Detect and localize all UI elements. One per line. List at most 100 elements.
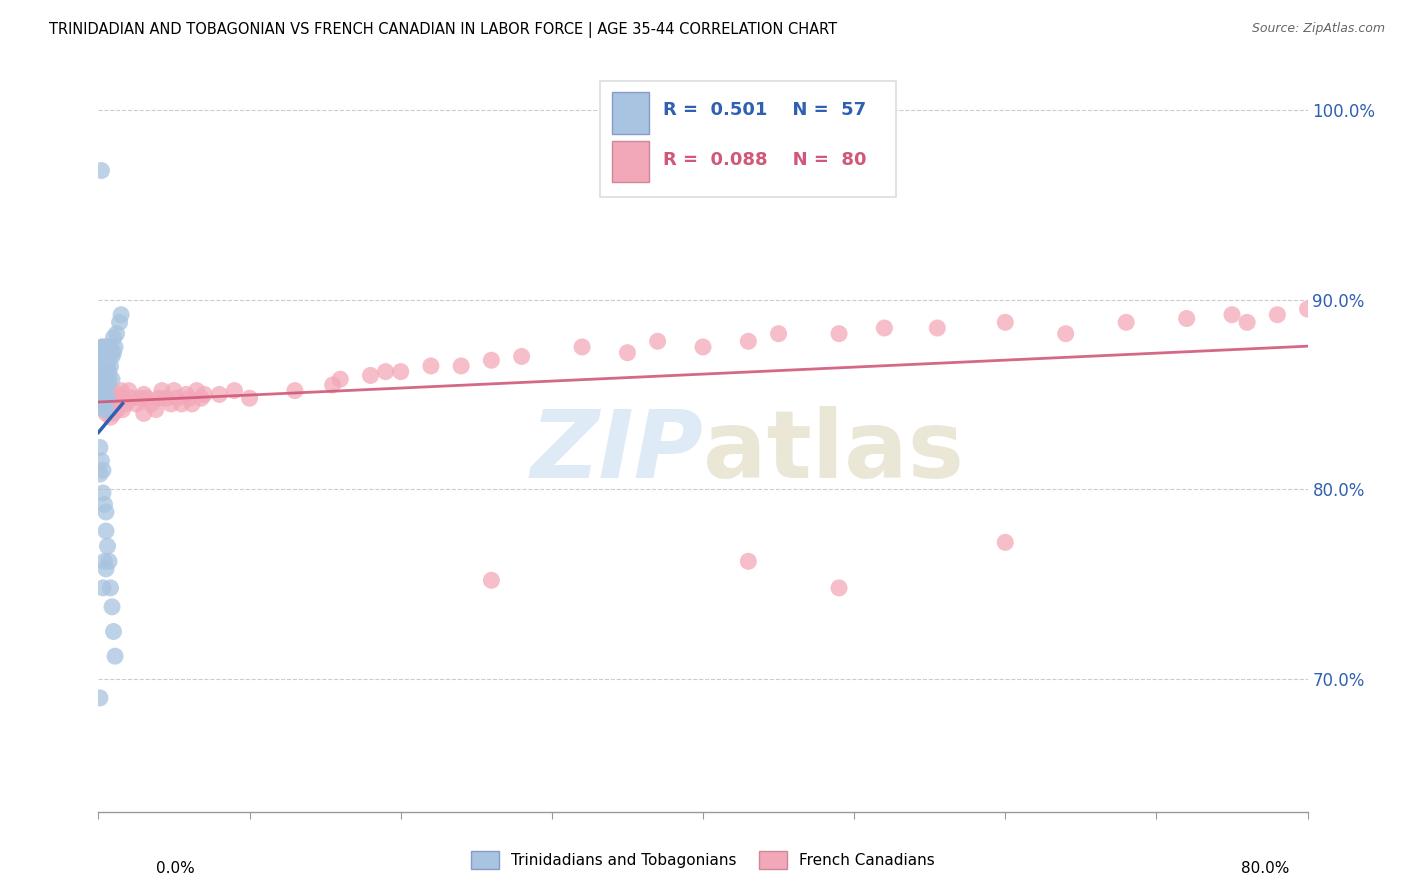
Point	[91, 368, 114, 383]
Point	[94, 391, 117, 405]
Point	[101, 350, 124, 364]
FancyBboxPatch shape	[613, 141, 648, 182]
Point	[91, 486, 114, 500]
Point	[616, 345, 638, 359]
Point	[105, 402, 128, 417]
Point	[93, 397, 115, 411]
Point	[105, 326, 128, 341]
Point	[98, 378, 121, 392]
Legend: Trinidadians and Tobagonians, French Canadians: Trinidadians and Tobagonians, French Can…	[465, 845, 941, 875]
Text: R =  0.088    N =  80: R = 0.088 N = 80	[664, 151, 866, 169]
Point	[994, 315, 1017, 329]
Point	[148, 391, 170, 405]
Text: TRINIDADIAN AND TOBAGONIAN VS FRENCH CANADIAN IN LABOR FORCE | AGE 35-44 CORRELA: TRINIDADIAN AND TOBAGONIAN VS FRENCH CAN…	[49, 22, 838, 38]
Point	[93, 359, 115, 373]
Point	[94, 365, 117, 379]
Point	[100, 391, 122, 405]
Point	[389, 365, 412, 379]
Point	[647, 334, 669, 349]
Point	[104, 340, 127, 354]
Point	[91, 581, 114, 595]
Point	[90, 384, 112, 398]
Point	[98, 554, 121, 568]
Point	[90, 163, 112, 178]
Text: 80.0%: 80.0%	[1241, 861, 1289, 876]
Point	[98, 372, 121, 386]
Point	[450, 359, 472, 373]
Point	[873, 321, 896, 335]
Point	[112, 391, 135, 405]
Point	[360, 368, 382, 383]
Point	[994, 535, 1017, 549]
Point	[170, 397, 193, 411]
Point	[737, 554, 759, 568]
Point	[103, 330, 125, 344]
Point	[91, 463, 114, 477]
Point	[125, 397, 148, 411]
Point	[101, 397, 124, 411]
Point	[190, 391, 212, 405]
Point	[163, 384, 186, 398]
Point	[103, 391, 125, 405]
Point	[1236, 315, 1258, 329]
Point	[90, 391, 112, 405]
Point	[145, 402, 167, 417]
Point	[160, 397, 183, 411]
Point	[96, 372, 118, 386]
Point	[94, 524, 117, 538]
Point	[96, 391, 118, 405]
FancyBboxPatch shape	[600, 81, 897, 197]
Point	[89, 350, 111, 364]
Point	[103, 345, 125, 359]
Point	[89, 378, 111, 392]
Point	[89, 467, 111, 481]
Point	[94, 402, 117, 417]
Point	[108, 315, 131, 329]
Point	[111, 402, 134, 417]
Point	[94, 397, 117, 411]
Point	[89, 690, 111, 705]
Point	[100, 359, 122, 373]
Point	[193, 387, 215, 401]
Point	[132, 387, 155, 401]
Point	[90, 365, 112, 379]
Point	[510, 350, 533, 364]
Point	[129, 391, 152, 405]
Point	[110, 308, 132, 322]
Text: 0.0%: 0.0%	[156, 861, 195, 876]
Point	[91, 340, 114, 354]
Point	[91, 397, 114, 411]
FancyBboxPatch shape	[613, 93, 648, 134]
Point	[89, 441, 111, 455]
Point	[692, 340, 714, 354]
Point	[90, 340, 112, 354]
Point	[90, 454, 112, 468]
Point	[94, 384, 117, 398]
Point	[93, 384, 115, 398]
Point	[155, 391, 177, 405]
Point	[94, 406, 117, 420]
Point	[1296, 301, 1319, 316]
Point	[481, 574, 503, 588]
Text: atlas: atlas	[703, 406, 965, 498]
Point	[141, 397, 163, 411]
Point	[104, 397, 127, 411]
Point	[93, 402, 115, 417]
Point	[91, 391, 114, 405]
Point	[1220, 308, 1243, 322]
Point	[174, 387, 197, 401]
Point	[1267, 308, 1289, 322]
Text: Source: ZipAtlas.com: Source: ZipAtlas.com	[1251, 22, 1385, 36]
Point	[101, 599, 124, 614]
Point	[571, 340, 593, 354]
Point	[121, 391, 143, 405]
Point	[96, 378, 118, 392]
Point	[132, 406, 155, 420]
Point	[927, 321, 949, 335]
Point	[93, 372, 115, 386]
Point	[94, 355, 117, 369]
Point	[150, 384, 173, 398]
Point	[108, 391, 131, 405]
Point	[100, 410, 122, 425]
Point	[768, 326, 790, 341]
